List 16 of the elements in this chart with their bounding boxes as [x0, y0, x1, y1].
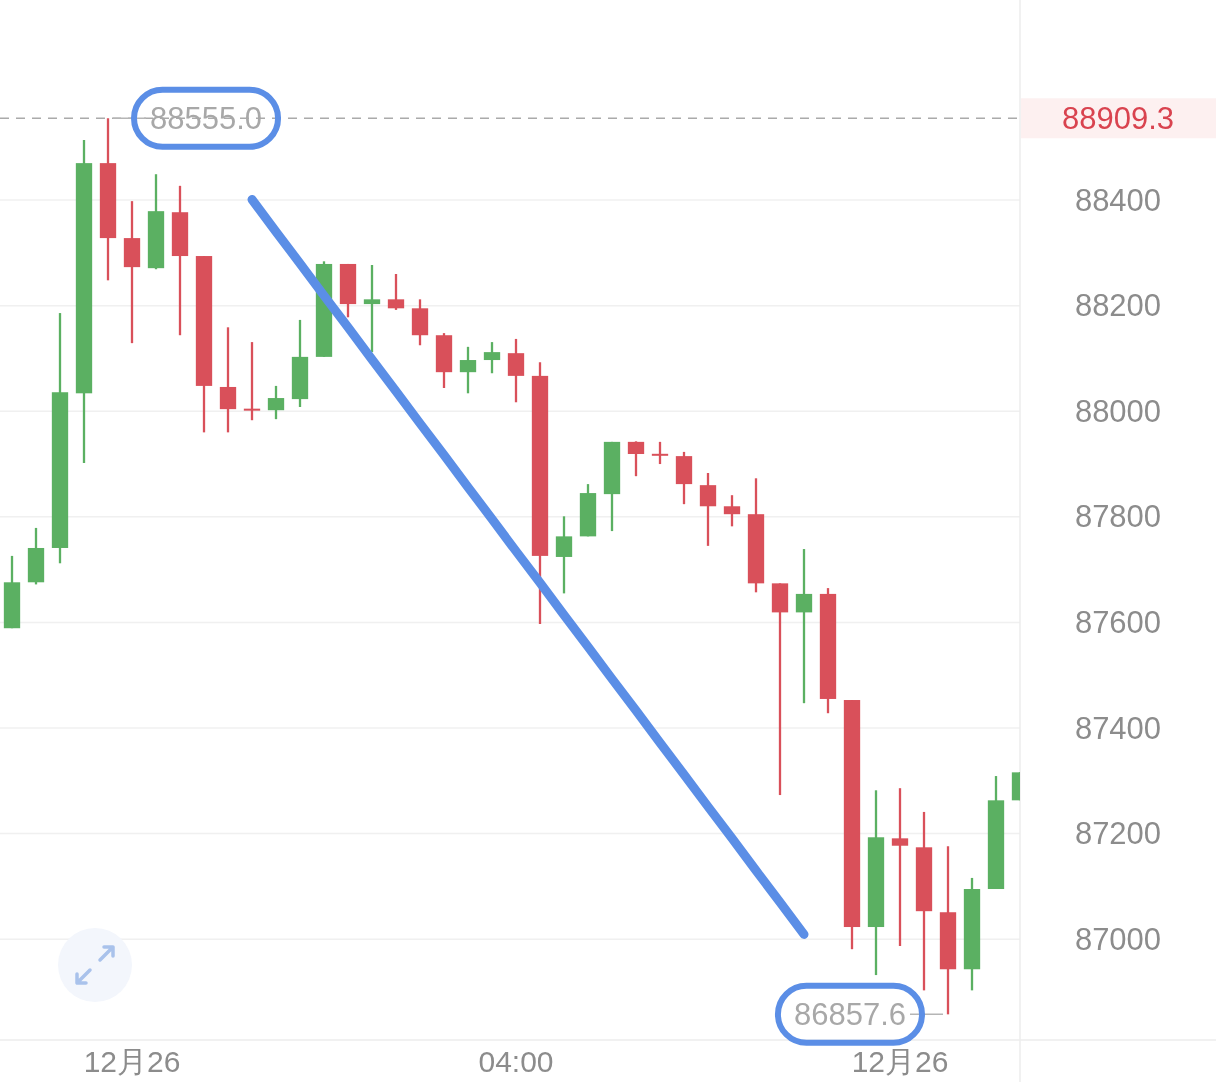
highest-high-label: 88555.0 [112, 100, 263, 136]
x-tick-label: 04:00 [478, 1044, 554, 1078]
annotation: 88555.0 [150, 100, 263, 136]
annotation: 86857.6 [793, 996, 906, 1032]
x-tick-label: 12月26 [83, 1044, 181, 1078]
y-tick-label: 87600 [1074, 604, 1162, 640]
last-price-label: 88909.3 [1021, 98, 1216, 139]
x-tick-label: 12月26 [851, 1044, 949, 1078]
y-tick-label: 87800 [1074, 499, 1162, 535]
y-tick-label: 88400 [1074, 182, 1162, 218]
y-tick-label: 87000 [1074, 921, 1162, 957]
y-tick-label: 87200 [1074, 816, 1162, 852]
lowest-low-label: 86857.6 [793, 996, 944, 1032]
y-tick-label: 88000 [1074, 393, 1162, 429]
y-tick-label: 88200 [1074, 288, 1162, 324]
y-tick-label: 87400 [1074, 710, 1162, 746]
